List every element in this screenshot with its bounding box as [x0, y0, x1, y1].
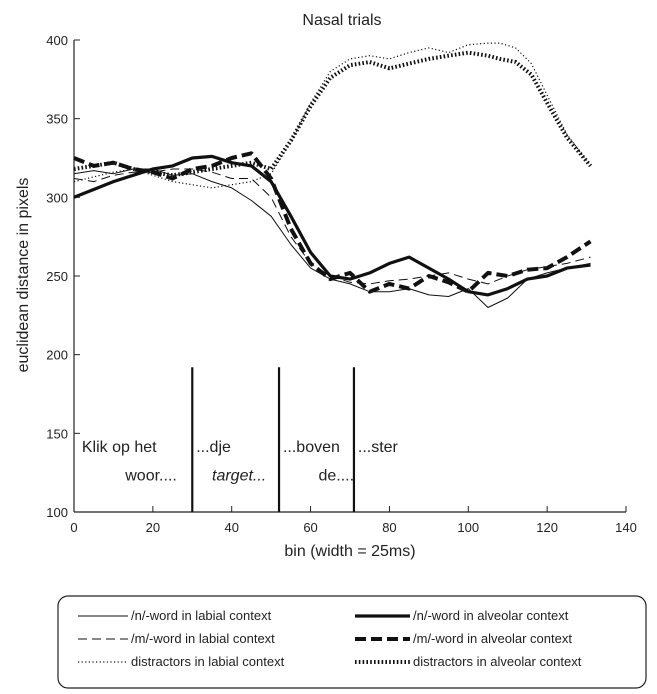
annotation-text: Klik op het [82, 439, 157, 456]
legend-label: /n/-word in labial context [131, 608, 272, 623]
legend-frame [57, 595, 647, 689]
series-lines [73, 42, 593, 308]
y-axis-label: euclidean distance in pixels [15, 178, 32, 373]
x-tick-label: 40 [224, 520, 238, 535]
series-line-2 [73, 42, 591, 189]
x-tick-label: 20 [146, 520, 160, 535]
x-tick-label: 0 [70, 520, 77, 535]
y-ticks: 100 150 200 250 300 350 400 [46, 33, 80, 520]
x-tick-label: 60 [303, 520, 317, 535]
legend-label: distractors in alveolar context [413, 654, 582, 669]
x-tick-label: 120 [536, 520, 558, 535]
legend-label: /m/-word in alveolar context [413, 631, 572, 646]
series-line-5 [73, 50, 593, 178]
series-line-4 [73, 151, 592, 294]
x-tick-label: 140 [615, 520, 637, 535]
word-annotations: Klik op het woor.... ...dje target... ...bov… [82, 439, 399, 484]
legend-label: /n/-word in alveolar context [413, 608, 569, 623]
y-tick-label: 400 [46, 33, 68, 48]
x-axis-label: bin (width = 25ms) [284, 543, 415, 560]
legend-label: /m/-word in labial context [131, 631, 275, 646]
legend-label: distractors in labial context [131, 654, 285, 669]
y-tick-label: 250 [46, 269, 68, 284]
y-tick-label: 300 [46, 190, 68, 205]
annotation-text: de.... [318, 468, 354, 485]
legend-items: /n/-word in labial context/n/-word in al… [78, 608, 582, 669]
annotation-text: target... [212, 468, 266, 485]
x-tick-label: 100 [457, 520, 479, 535]
annotation-text: ...boven [283, 439, 340, 456]
y-tick-label: 350 [46, 112, 68, 127]
word-boundary-markers [191, 367, 356, 512]
annotation-text: ...dje [196, 439, 231, 456]
chart-title: Nasal trials [302, 12, 381, 29]
annotation-text: ...ster [358, 439, 399, 456]
x-ticks: 0 20 40 60 80 100 120 140 [70, 506, 637, 535]
legend: /n/-word in labial context/n/-word in al… [57, 595, 647, 689]
annotation-text: woor.... [124, 468, 177, 485]
y-tick-label: 150 [46, 426, 68, 441]
x-tick-label: 80 [382, 520, 396, 535]
series-line-1 [73, 168, 591, 285]
series-line-3 [73, 154, 591, 297]
y-tick-label: 100 [46, 505, 68, 520]
y-tick-label: 200 [46, 348, 68, 363]
